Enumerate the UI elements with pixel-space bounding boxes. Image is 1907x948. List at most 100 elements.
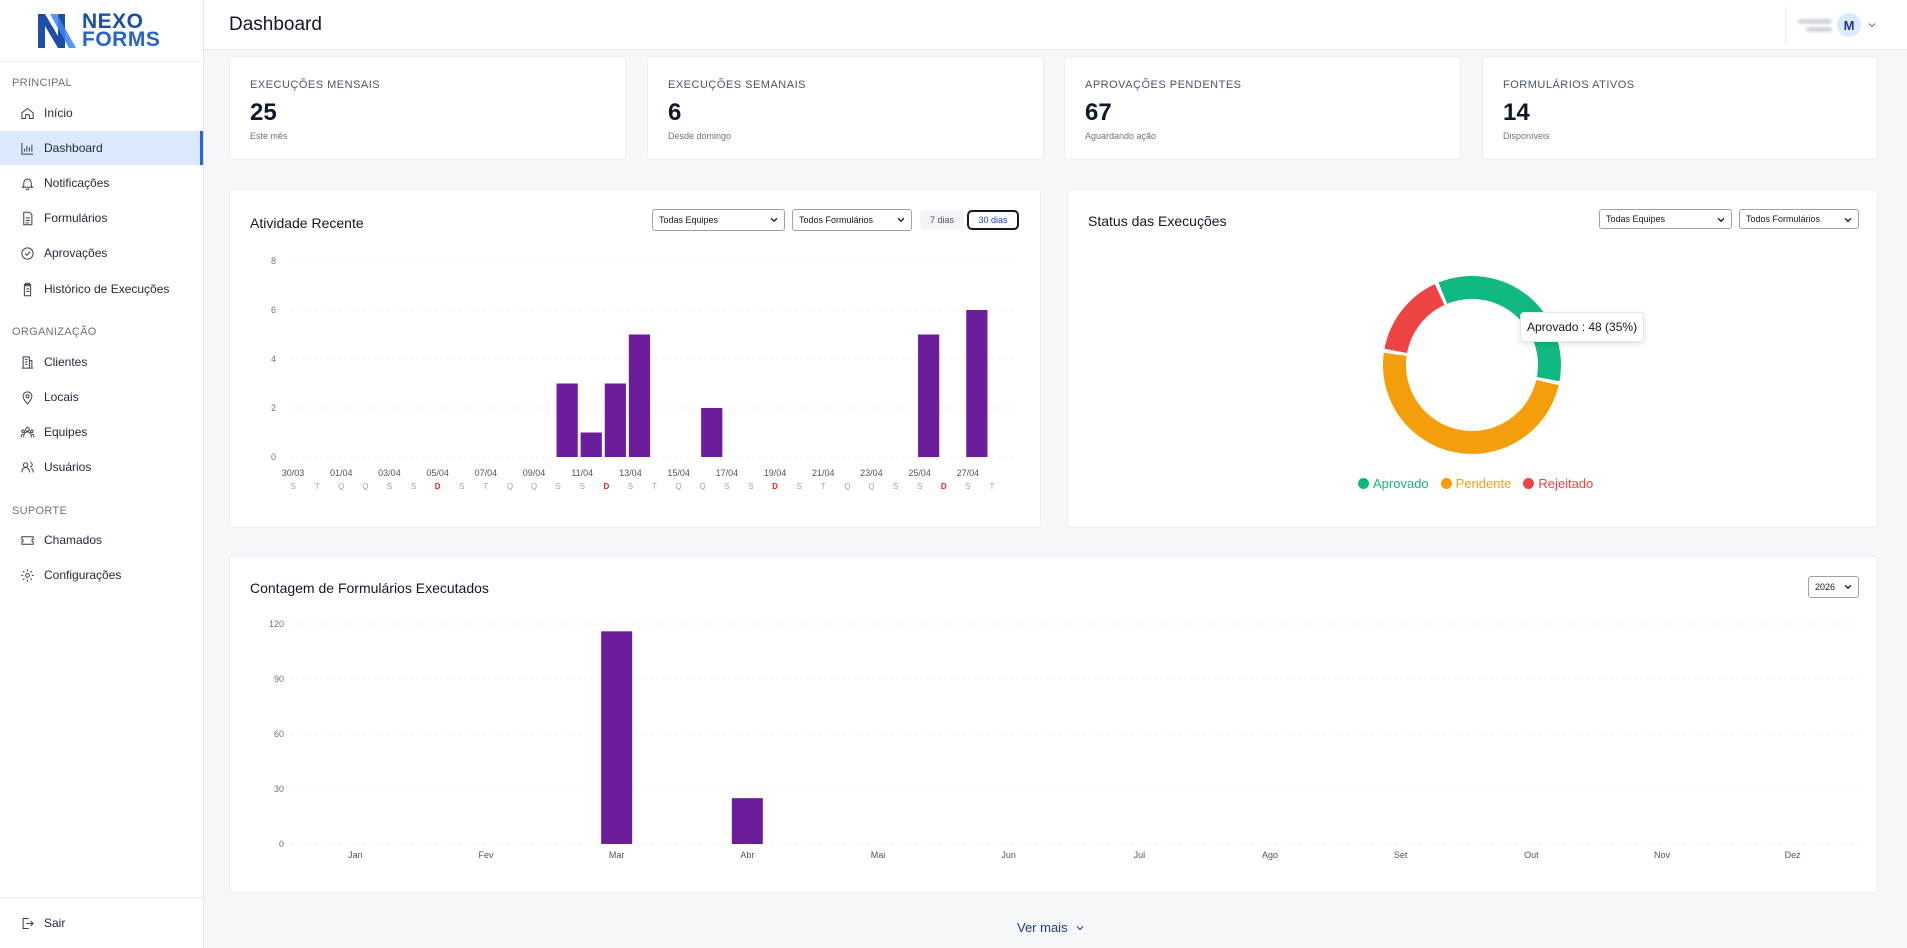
- status-title: Status das Execuções: [1088, 213, 1227, 229]
- ticket-icon: [21, 535, 34, 545]
- sidebar-item-label: Notificações: [44, 176, 110, 190]
- bar[interactable]: [701, 408, 723, 457]
- weekday-label: T: [990, 482, 995, 491]
- x-tick-label: 21/04: [812, 468, 835, 478]
- logout-icon: [22, 917, 34, 929]
- chevron-down-icon: [770, 217, 778, 223]
- x-tick-label: 27/04: [957, 468, 980, 478]
- bar[interactable]: [604, 383, 626, 458]
- sidebar-item-dashboard[interactable]: Dashboard: [0, 131, 203, 165]
- status-legend: Aprovado Pendente Rejeitado: [1358, 476, 1593, 491]
- logout-button[interactable]: Sair: [0, 906, 203, 940]
- legend-dot: [1523, 478, 1535, 489]
- donut-slice-rejeitado[interactable]: [1384, 284, 1445, 353]
- ver-mais-button[interactable]: Ver mais: [1017, 920, 1086, 935]
- donut-slice-aprovado[interactable]: [1438, 276, 1561, 382]
- y-tick-label: 2: [271, 403, 276, 413]
- x-tick-label: Out: [1524, 850, 1539, 860]
- sidebar-item-formularios[interactable]: Formulários: [0, 201, 203, 235]
- sidebar-item-label: Início: [44, 106, 73, 120]
- donut-slice-pendente[interactable]: [1383, 352, 1559, 455]
- weekday-label: Q: [844, 482, 850, 491]
- sidebar-item-equipes[interactable]: Equipes: [0, 415, 203, 449]
- users-icon: [21, 461, 34, 472]
- sidebar-item-label: Equipes: [44, 425, 88, 439]
- x-tick-label: Mai: [871, 850, 886, 860]
- weekday-label: T: [315, 482, 320, 491]
- y-tick-label: 120: [269, 619, 284, 629]
- legend-item-aprovado[interactable]: Aprovado: [1358, 476, 1429, 491]
- range-7-days-button[interactable]: 7 dias: [920, 210, 964, 230]
- top-header: Dashboard M: [204, 0, 1907, 50]
- sidebar-item-aprovacoes[interactable]: Aprovações: [0, 236, 203, 270]
- x-tick-label: 23/04: [860, 468, 883, 478]
- logout-label: Sair: [44, 916, 66, 930]
- x-tick-label: 05/04: [426, 468, 449, 478]
- chevron-down-icon: [897, 217, 905, 223]
- x-tick-label: 03/04: [378, 468, 401, 478]
- brand-logo[interactable]: NEXO FORMS: [0, 0, 203, 62]
- bar[interactable]: [601, 631, 633, 844]
- stat-value: 14: [1503, 99, 1530, 126]
- weekday-label: T: [652, 482, 657, 491]
- stat-label: EXECUÇÕES SEMANAIS: [668, 79, 806, 91]
- range-30-days-button[interactable]: 30 dias: [967, 210, 1019, 230]
- sidebar-item-label: Clientes: [44, 355, 88, 369]
- sidebar-item-notificacoes[interactable]: Notificações: [0, 166, 203, 200]
- stat-subtitle: Aguardando ação: [1085, 131, 1157, 141]
- legend-dot: [1358, 478, 1369, 489]
- status-form-select[interactable]: Todos Formulários: [1739, 209, 1859, 229]
- stat-card-weekly: EXECUÇÕES SEMANAIS 6 Desde domingo: [647, 56, 1044, 160]
- weekday-label: D: [772, 482, 778, 491]
- bar[interactable]: [556, 383, 578, 458]
- stat-value: 67: [1085, 99, 1112, 126]
- weekday-label: S: [965, 482, 970, 491]
- year-select[interactable]: 2026: [1808, 576, 1859, 598]
- x-tick-label: Fev: [478, 850, 494, 860]
- sidebar-item-historico[interactable]: Histórico de Execuções: [0, 272, 203, 306]
- x-tick-label: 01/04: [330, 468, 353, 478]
- sidebar-item-locais[interactable]: Locais: [0, 380, 203, 414]
- weekday-label: D: [603, 482, 609, 491]
- weekday-label: S: [748, 482, 753, 491]
- status-team-select[interactable]: Todas Equipes: [1599, 209, 1732, 229]
- sidebar-item-label: Locais: [44, 390, 79, 404]
- sidebar-item-configuracoes[interactable]: Configurações: [0, 558, 203, 592]
- sidebar-item-clientes[interactable]: Clientes: [0, 345, 203, 379]
- weekday-label: S: [290, 482, 295, 491]
- check-circle-icon: [21, 246, 34, 260]
- bar[interactable]: [966, 310, 988, 457]
- sidebar-item-inicio[interactable]: Início: [0, 96, 203, 130]
- weekday-label: D: [435, 482, 441, 491]
- activity-team-select[interactable]: Todas Equipes: [652, 209, 785, 231]
- legend-item-rejeitado[interactable]: Rejeitado: [1523, 476, 1593, 491]
- select-value: Todos Formulários: [799, 215, 874, 225]
- y-tick-label: 30: [274, 784, 284, 794]
- activity-form-select[interactable]: Todos Formulários: [792, 209, 912, 231]
- sidebar-item-label: Dashboard: [44, 141, 103, 155]
- weekday-label: Q: [676, 482, 682, 491]
- legend-item-pendente[interactable]: Pendente: [1440, 476, 1511, 491]
- activity-bar-chart: 0 2 4 6 8 S T Q Q S S D S T Q Q S S D S T Q Q S S D S T Q Q S S D S T 30/03…: [271, 256, 1013, 491]
- x-tick-label: 13/04: [619, 468, 642, 478]
- sidebar-item-label: Configurações: [44, 568, 122, 582]
- x-tick-label: 30/03: [282, 468, 305, 478]
- team-icon: [20, 426, 35, 437]
- bar[interactable]: [731, 798, 763, 844]
- stat-label: EXECUÇÕES MENSAIS: [250, 79, 381, 91]
- sidebar-item-chamados[interactable]: Chamados: [0, 523, 203, 557]
- weekday-label: S: [917, 482, 922, 491]
- bar[interactable]: [580, 432, 602, 458]
- select-value: Todas Equipes: [659, 215, 719, 225]
- select-value: Todos Formulários: [1746, 214, 1821, 224]
- sidebar-item-usuarios[interactable]: Usuários: [0, 450, 203, 484]
- activity-title: Atividade Recente: [250, 215, 364, 231]
- section-label-suporte: SUPORTE: [12, 505, 68, 517]
- user-name-blurred: [1798, 16, 1832, 35]
- weekday-label: Q: [338, 482, 344, 491]
- chevron-down-icon: [1076, 925, 1083, 930]
- user-menu[interactable]: M: [1785, 6, 1891, 44]
- sidebar: NEXO FORMS PRINCIPAL Início Dashboard No…: [0, 0, 204, 948]
- bar[interactable]: [628, 334, 651, 458]
- bar[interactable]: [918, 334, 940, 458]
